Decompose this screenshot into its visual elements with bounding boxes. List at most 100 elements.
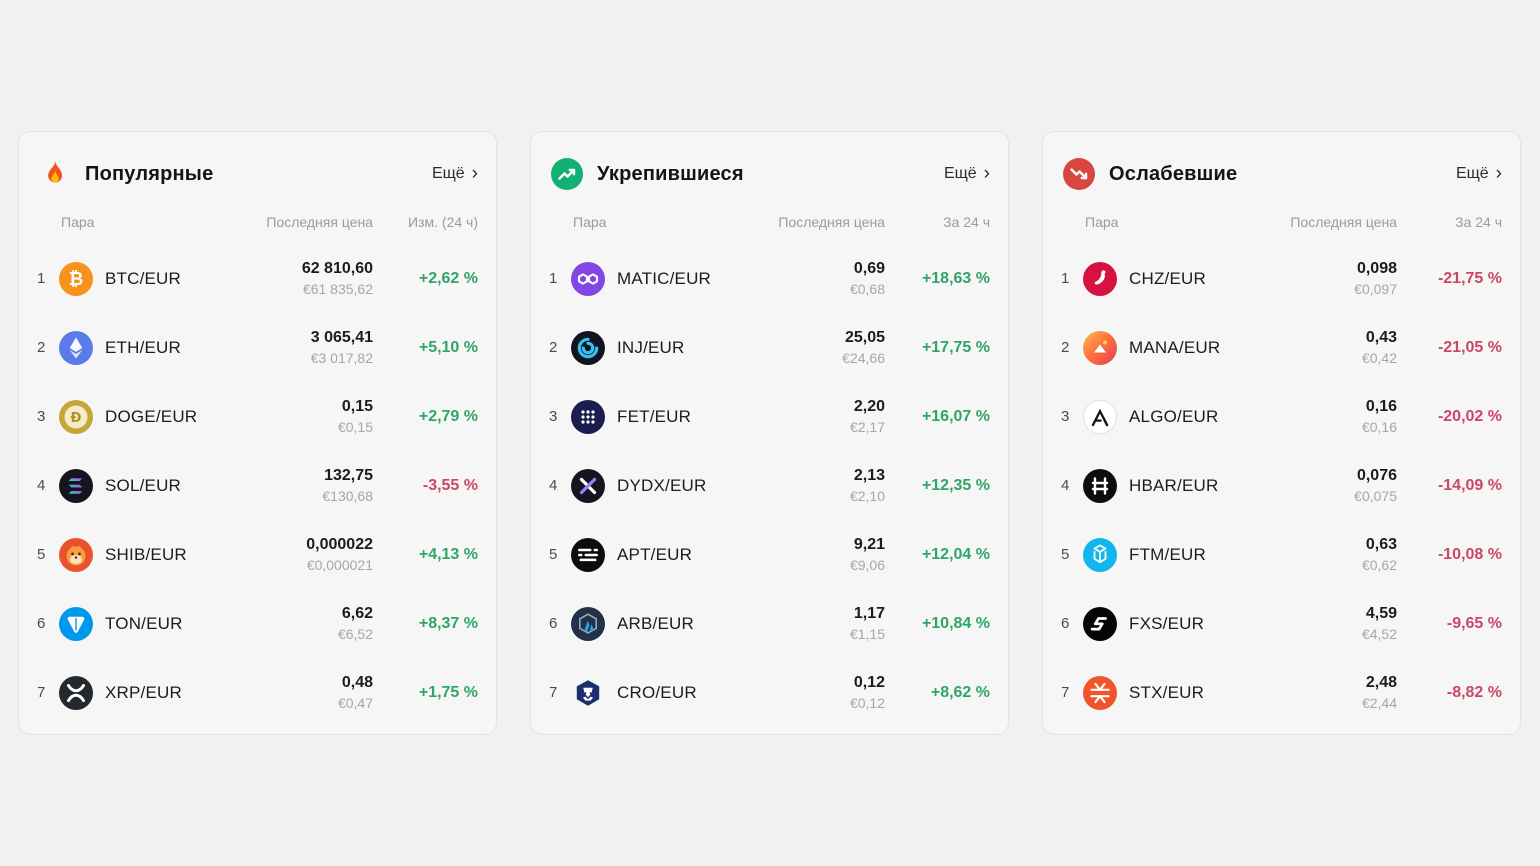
market-overview-cards: Популярные Ещё › Пара Последняя цена Изм… [18, 131, 1521, 735]
change-24h: +16,07 % [921, 407, 990, 425]
cro-coin-icon [571, 676, 605, 710]
last-price: 0,43 [1365, 329, 1397, 346]
change-24h: -3,55 % [422, 476, 478, 494]
svg-text:₿: ₿ [69, 269, 84, 290]
trending-down-icon [1063, 158, 1095, 190]
price-block: 0,15 €0,15 [223, 398, 373, 435]
price-block: 0,48 €0,47 [223, 674, 373, 711]
pair-row[interactable]: 2 MANA/EUR 0,43 €0,42 -21,05 % [1043, 313, 1520, 382]
btc-coin-icon: ₿ [59, 261, 93, 296]
pair-name: FET/EUR [617, 406, 692, 426]
last-price-eur: €2,44 [1361, 695, 1397, 711]
pair-row[interactable]: 7 XRP/EUR 0,48 €0,47 +1,75 % [19, 658, 496, 727]
price-block: 0,43 €0,42 [1247, 329, 1397, 366]
shib-coin-icon [59, 537, 93, 572]
fxs-coin-icon [1083, 606, 1117, 641]
last-price-eur: €9,06 [849, 557, 885, 573]
pair-row[interactable]: 1 CHZ/EUR 0,098 €0,097 -21,75 % [1043, 244, 1520, 313]
pair-name: CRO/EUR [617, 682, 697, 702]
change-24h: -21,75 % [1437, 269, 1502, 287]
column-header-change: За 24 ч [1455, 214, 1502, 230]
price-block: 4,59 €4,52 [1247, 605, 1397, 642]
rank: 3 [1061, 408, 1070, 425]
rank: 4 [549, 477, 558, 494]
last-price-eur: €0,000021 [306, 557, 373, 573]
pair-row[interactable]: 5 APT/EUR 9,21 €9,06 +12,04 % [531, 520, 1008, 589]
pair-row[interactable]: 7 CRO/EUR 0,12 €0,12 +8,62 % [531, 658, 1008, 727]
pair-name: STX/EUR [1129, 682, 1205, 702]
price-block: 0,098 €0,097 [1247, 260, 1397, 297]
sol-coin-icon [59, 468, 93, 503]
pair-row[interactable]: 4 DYDX/EUR 2,13 €2,10 +12,35 % [531, 451, 1008, 520]
last-price: 132,75 [324, 467, 373, 484]
change-24h: +4,13 % [418, 545, 478, 563]
doge-coin-icon: Ð [59, 399, 93, 434]
card-header: Популярные Ещё › [19, 132, 496, 190]
change-24h: +2,62 % [418, 269, 478, 287]
rank: 2 [1061, 339, 1070, 356]
last-price-eur: €24,66 [842, 350, 885, 366]
pair-row[interactable]: 5 SHIB/EUR 0,000022 €0,000021 +4,13 % [19, 520, 496, 589]
pair-rows: 1 CHZ/EUR 0,098 €0,097 -21,75 % 2 MANA/E… [1043, 244, 1520, 727]
pair-row[interactable]: 2 INJ/EUR 25,05 €24,66 +17,75 % [531, 313, 1008, 382]
last-price-eur: €0,15 [337, 419, 373, 435]
change-24h: -21,05 % [1437, 338, 1502, 356]
change-24h: +2,79 % [418, 407, 478, 425]
rank: 7 [37, 684, 46, 701]
pair-name: ARB/EUR [617, 613, 694, 633]
price-block: 0,000022 €0,000021 [223, 536, 373, 573]
market-card: Ослабевшие Ещё › Пара Последняя цена За … [1042, 131, 1521, 735]
card-header: Укрепившиеся Ещё › [531, 132, 1008, 190]
column-header-price: Последняя цена [266, 214, 373, 230]
pair-row[interactable]: 2 ETH/EUR 3 065,41 €3 017,82 +5,10 % [19, 313, 496, 382]
pair-name: FTM/EUR [1129, 544, 1206, 564]
more-link[interactable]: Ещё › [944, 162, 990, 184]
pair-row[interactable]: 3 Ð DOGE/EUR 0,15 €0,15 +2,79 % [19, 382, 496, 451]
price-block: 2,48 €2,44 [1247, 674, 1397, 711]
pair-row[interactable]: 1 MATIC/EUR 0,69 €0,68 +18,63 % [531, 244, 1008, 313]
market-card: Популярные Ещё › Пара Последняя цена Изм… [18, 131, 497, 735]
market-card: Укрепившиеся Ещё › Пара Последняя цена З… [530, 131, 1009, 735]
price-block: 25,05 €24,66 [735, 329, 885, 366]
pair-row[interactable]: 3 ALGO/EUR 0,16 €0,16 -20,02 % [1043, 382, 1520, 451]
pair-row[interactable]: 6 TON/EUR 6,62 €6,52 +8,37 % [19, 589, 496, 658]
last-price: 0,12 [853, 674, 885, 691]
rank: 4 [1061, 477, 1070, 494]
column-header-price: Последняя цена [1290, 214, 1397, 230]
column-header-price: Последняя цена [778, 214, 885, 230]
chevron-right-icon: › [983, 162, 990, 184]
change-24h: -8,82 % [1446, 683, 1502, 701]
card-title: Укрепившиеся [597, 162, 744, 185]
pair-rows: 1 ₿ BTC/EUR 62 810,60 €61 835,62 +2,62 %… [19, 244, 496, 727]
price-block: 132,75 €130,68 [223, 467, 373, 504]
pair-row[interactable]: 6 ARB/EUR 1,17 €1,15 +10,84 % [531, 589, 1008, 658]
pair-name: ALGO/EUR [1129, 406, 1219, 426]
last-price: 2,13 [853, 467, 885, 484]
pair-row[interactable]: 6 FXS/EUR 4,59 €4,52 -9,65 % [1043, 589, 1520, 658]
pair-row[interactable]: 1 ₿ BTC/EUR 62 810,60 €61 835,62 +2,62 % [19, 244, 496, 313]
hbar-coin-icon [1083, 468, 1117, 503]
pair-name: MANA/EUR [1129, 337, 1221, 357]
last-price-eur: €0,12 [849, 695, 885, 711]
card-title: Ослабевшие [1109, 162, 1238, 185]
last-price: 9,21 [853, 536, 885, 553]
pair-row[interactable]: 5 FTM/EUR 0,63 €0,62 -10,08 % [1043, 520, 1520, 589]
last-price: 0,15 [341, 398, 373, 415]
pair-rows: 1 MATIC/EUR 0,69 €0,68 +18,63 % 2 INJ/EU… [531, 244, 1008, 727]
rank: 6 [549, 615, 558, 632]
pair-row[interactable]: 4 HBAR/EUR 0,076 €0,075 -14,09 % [1043, 451, 1520, 520]
pair-row[interactable]: 7 STX/EUR 2,48 €2,44 -8,82 % [1043, 658, 1520, 727]
column-header-pair: Пара [61, 214, 95, 230]
more-label: Ещё [1455, 165, 1489, 182]
more-label: Ещё [431, 165, 465, 182]
column-header-change: Изм. (24 ч) [408, 214, 478, 230]
pair-row[interactable]: 3 FET/EUR 2,20 €2,17 +16,07 % [531, 382, 1008, 451]
change-24h: -20,02 % [1437, 407, 1502, 425]
more-link[interactable]: Ещё › [1455, 164, 1502, 184]
chz-coin-icon [1083, 261, 1117, 296]
pair-row[interactable]: 4 SOL/EUR 132,75 €130,68 -3,55 % [19, 451, 496, 520]
rank: 5 [37, 546, 46, 563]
last-price: 0,000022 [306, 536, 373, 553]
last-price-eur: €61 835,62 [302, 281, 373, 297]
more-link[interactable]: Ещё › [431, 164, 478, 184]
